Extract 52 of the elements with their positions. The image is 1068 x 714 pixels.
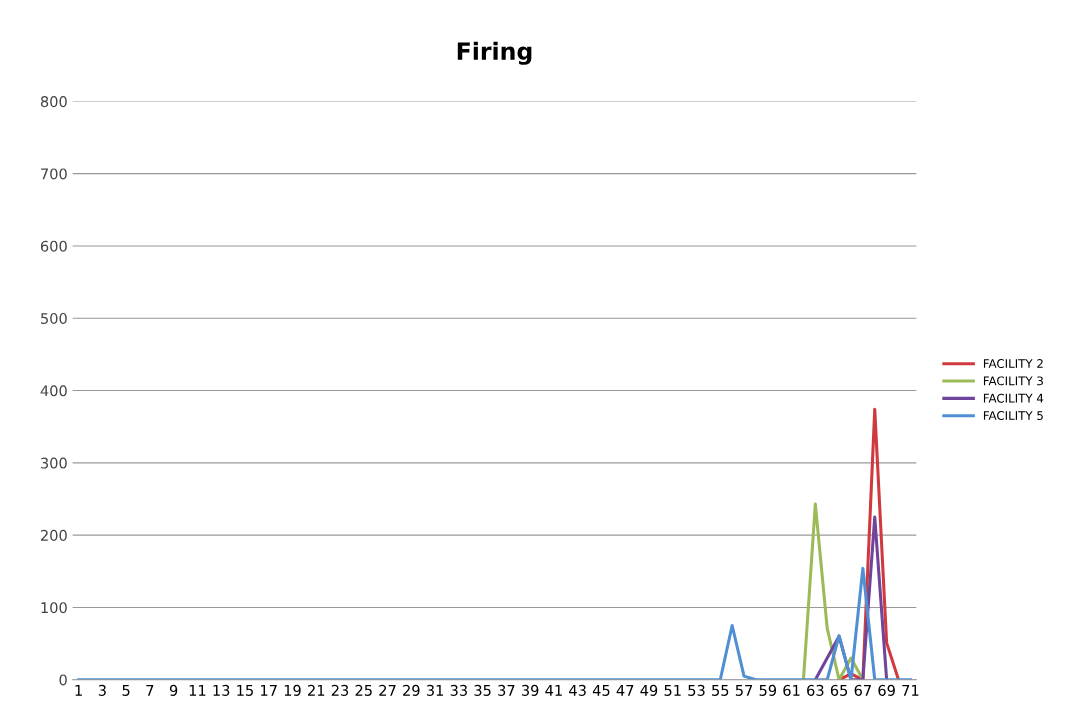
x-tick-label: 9 [169, 684, 178, 696]
y-tick-label: 400 [40, 385, 67, 397]
x-tick-label: 11 [189, 685, 206, 696]
x-tick-label: 21 [308, 684, 325, 696]
legend-label: FACILITY 4 [983, 393, 1044, 403]
x-tick-label: 53 [688, 684, 705, 696]
legend-label: FACILITY 2 [983, 359, 1043, 368]
x-tick-label: 13 [213, 684, 230, 696]
x-tick-label: 1 [75, 685, 82, 696]
x-tick-label: 39 [521, 684, 539, 696]
x-tick-label: 59 [759, 684, 777, 696]
x-tick-label: 51 [664, 685, 681, 696]
y-tick-label: 700 [41, 168, 67, 180]
x-tick-label: 33 [450, 684, 467, 696]
x-tick-label: 43 [569, 684, 586, 696]
y-tick-label: 500 [41, 312, 67, 325]
x-tick-label: 45 [592, 685, 610, 696]
x-tick-label: 35 [474, 684, 491, 696]
y-tick-label: 100 [41, 602, 67, 614]
x-tick-label: 71 [902, 685, 919, 696]
line-series [77, 566, 912, 680]
x-tick-label: 15 [237, 685, 253, 696]
legend-label: FACILITY 5 [983, 411, 1043, 420]
x-tick-label: 37 [498, 684, 515, 696]
x-tick-label: 7 [146, 685, 154, 696]
line-series [801, 502, 865, 680]
x-tick-label: 63 [807, 684, 824, 696]
y-tick-label: 600 [40, 240, 67, 252]
x-tick-label: 27 [379, 684, 396, 696]
x-tick-label: 31 [426, 684, 443, 696]
y-tick-label: 300 [41, 457, 67, 469]
x-tick-label: 57 [735, 685, 753, 696]
x-tick-label: 47 [616, 685, 634, 696]
legend-label: FACILITY 3 [983, 376, 1043, 386]
x-tick-label: 3 [98, 684, 106, 696]
y-tick-label: 200 [41, 529, 67, 541]
x-tick-label: 55 [712, 685, 729, 696]
x-tick-label: 65 [830, 684, 848, 696]
x-tick-label: 49 [640, 684, 658, 696]
x-tick-label: 67 [854, 684, 871, 696]
x-tick-label: 61 [783, 684, 800, 696]
x-tick-label: 25 [355, 684, 372, 696]
x-tick-label: 19 [284, 684, 301, 696]
x-tick-label: 5 [122, 685, 130, 696]
chart-title: Firing [457, 41, 532, 65]
x-tick-label: 17 [261, 685, 277, 696]
x-tick-label: 29 [403, 684, 420, 696]
x-tick-label: 23 [331, 684, 349, 696]
y-tick-label: 800 [40, 96, 67, 108]
x-tick-label: 41 [545, 685, 562, 696]
y-tick-label: 0 [59, 674, 67, 686]
x-tick-label: 69 [878, 684, 895, 696]
